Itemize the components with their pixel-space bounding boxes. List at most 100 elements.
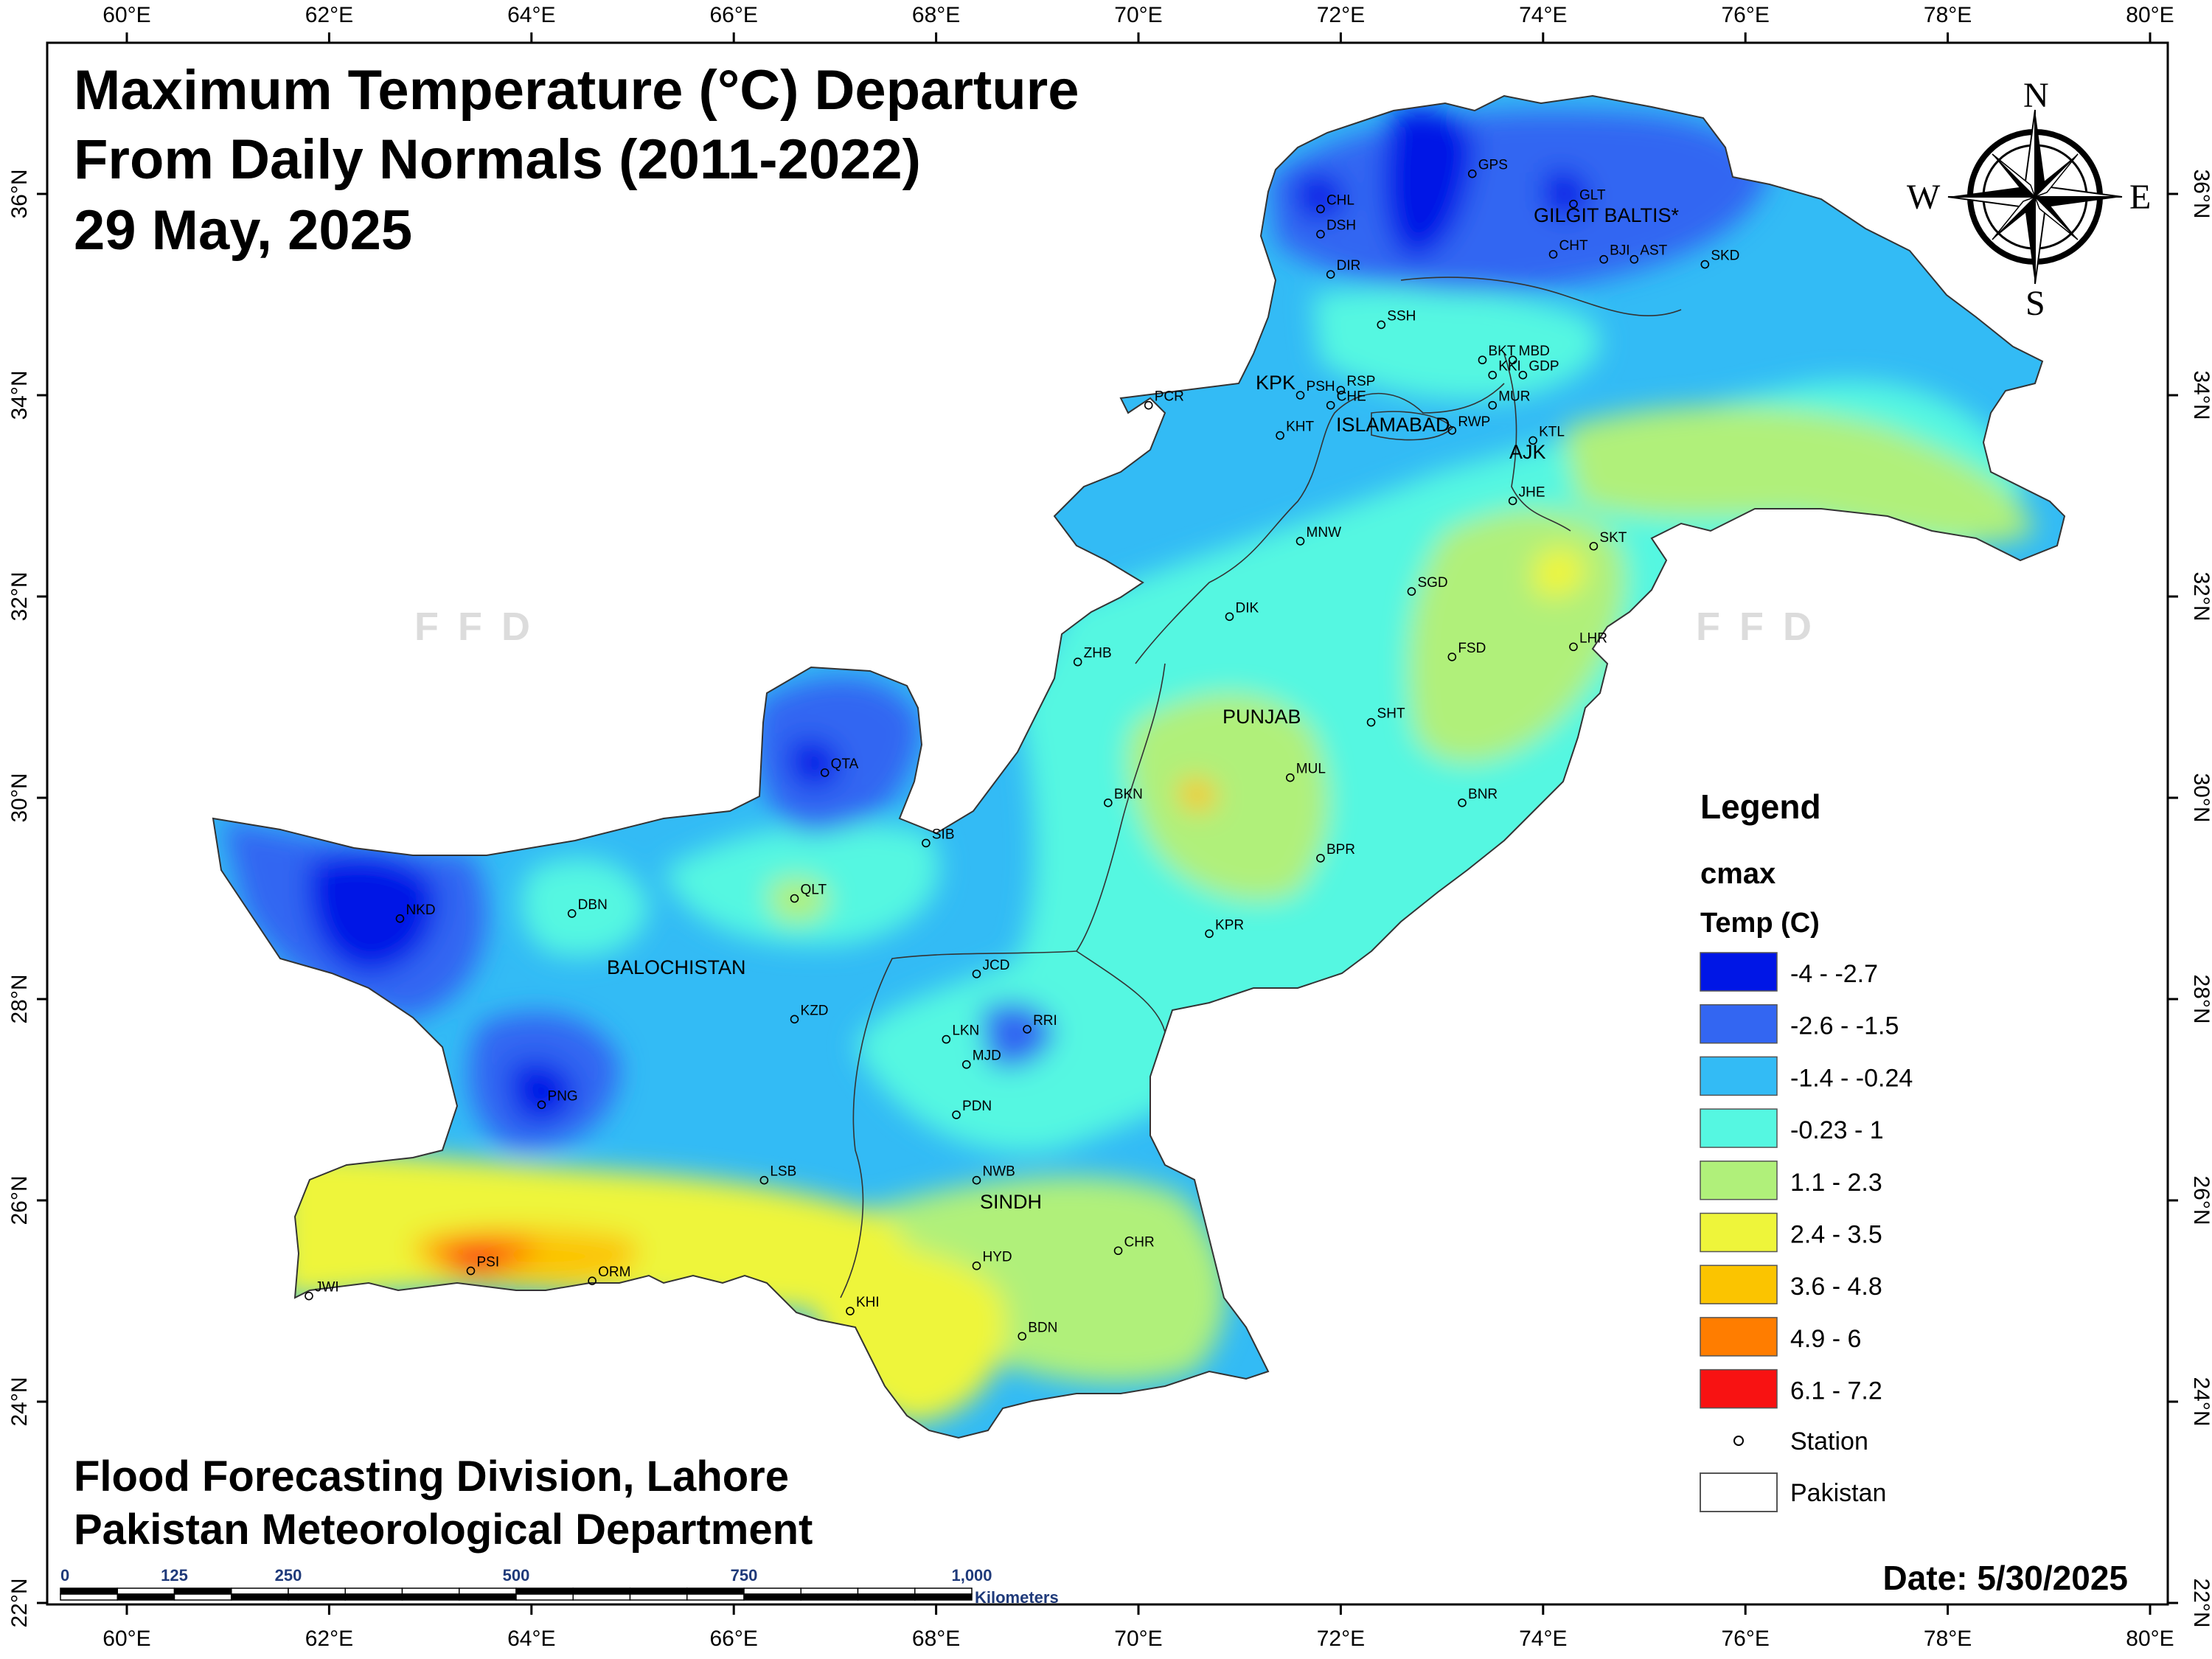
scale-segment-bottom (459, 1593, 517, 1601)
region-label-sindh: SINDH (980, 1191, 1042, 1213)
station-label-hyd: HYD (982, 1250, 1012, 1265)
station-label-mjd: MJD (973, 1048, 1001, 1064)
station-label-mnw: MNW (1307, 525, 1342, 540)
zone-yellow-skt (1534, 547, 1585, 598)
zone-cyan-dbn (521, 858, 649, 957)
region-label-gb: GILGIT BALTIS* (1534, 204, 1680, 226)
legend-label-6: 3.6 - 4.8 (1790, 1273, 1882, 1301)
watermark-left: FFD (414, 605, 549, 649)
station-label-bdn: BDN (1028, 1320, 1057, 1335)
legend-swatch-5 (1700, 1212, 1778, 1253)
region-label-punjab: PUNJAB (1222, 706, 1301, 728)
region-label-islamabad: ISLAMABAD (1336, 414, 1450, 436)
lon-label-bottom: 78°E (1924, 1627, 1972, 1651)
scale-segment-top (629, 1587, 688, 1595)
station-marker-kzd (790, 1015, 799, 1024)
lon-label-top: 70°E (1114, 3, 1162, 27)
scale-segment-top (572, 1587, 631, 1595)
lon-label-bottom: 66°E (710, 1627, 758, 1651)
lat-label-right: 32°N (2189, 571, 2212, 621)
legend-field: Temp (C) (1700, 908, 1820, 939)
zone-green-punjab (1127, 693, 1329, 901)
station-label-kht: KHT (1286, 420, 1314, 435)
lon-label-bottom: 72°E (1317, 1627, 1365, 1651)
station-label-ktl: KTL (1539, 424, 1565, 439)
station-label-sht: SHT (1377, 706, 1405, 722)
lat-label-left: 22°N (7, 1578, 32, 1627)
station-label-gps: GPS (1478, 158, 1508, 173)
compass-w: W (1907, 178, 1941, 217)
scale-segment-top (459, 1587, 517, 1595)
station-label-pcr: PCR (1155, 389, 1184, 405)
title-line-3: 29 May, 2025 (74, 199, 412, 262)
lon-label-bottom: 76°E (1722, 1627, 1770, 1651)
station-marker-lhr (1569, 642, 1578, 652)
scale-label: 750 (731, 1566, 758, 1585)
zone-darkblue-chl (1298, 174, 1346, 219)
station-marker-zhb (1073, 657, 1082, 667)
station-label-mul: MUL (1296, 762, 1326, 777)
lat-label-left: 30°N (7, 773, 32, 822)
legend-label-4: 1.1 - 2.3 (1790, 1169, 1882, 1197)
station-marker-skd (1700, 260, 1710, 269)
latitude-ticks-left: 36°N 34°N 32°N 30°N 28°N 26°N 24°N 22°N (7, 169, 47, 1628)
zone-blue-rri (981, 1003, 1054, 1068)
title-line-2: From Daily Normals (2011-2022) (74, 128, 921, 191)
station-label-qta: QTA (831, 757, 859, 772)
station-marker-nkd (395, 914, 405, 923)
station-marker-orm (588, 1276, 597, 1285)
scale-segment-top (288, 1587, 346, 1595)
boundary-kpk-punjab (1135, 383, 1505, 664)
lon-label-top: 64°E (507, 3, 555, 27)
credits: Flood Forecasting Division, Lahore Pakis… (74, 1453, 813, 1554)
station-label-jwi: JWI (315, 1280, 339, 1295)
lat-label-right: 34°N (2189, 370, 2212, 420)
compass-rose: N S E W (1907, 76, 2151, 323)
legend-title: Legend (1700, 787, 1821, 826)
station-marker-dik (1225, 612, 1234, 622)
legend-swatch-1 (1700, 1004, 1778, 1044)
station-label-sib: SIB (932, 827, 955, 842)
legend-swatch-6 (1700, 1265, 1778, 1304)
scale-segment-top (800, 1587, 859, 1595)
compass-s: S (2025, 284, 2045, 323)
lat-label-right: 30°N (2189, 773, 2212, 822)
zone-darkblue-north1 (1383, 108, 1475, 258)
station-label-rwp: RWP (1458, 414, 1490, 430)
station-label-mur: MUR (1498, 389, 1530, 405)
credit-line-2: Pakistan Meteorological Department (74, 1506, 813, 1554)
station-label-orm: ORM (598, 1265, 630, 1280)
lon-label-top: 78°E (1924, 3, 1972, 27)
zone-darkblue-nkd (308, 855, 437, 973)
station-marker-jhe (1508, 496, 1517, 506)
station-label-jcd: JCD (982, 958, 1009, 973)
boundary-balochistan-sindh (840, 950, 1077, 1298)
compass-n: N (2023, 76, 2049, 115)
station-marker-ktl (1528, 436, 1537, 445)
station-marker-bji (1599, 254, 1608, 264)
scale-segment-top (173, 1587, 232, 1595)
scale-label: 0 (60, 1566, 69, 1585)
station-marker-cht (1548, 250, 1558, 259)
boundary-ajk (1503, 353, 1571, 532)
legend-swatch-3 (1700, 1108, 1778, 1148)
station-marker-rwp (1447, 425, 1457, 435)
station-marker-pdn (952, 1110, 961, 1119)
station-marker-nwb (972, 1175, 981, 1185)
zone-darkblue-png (509, 1062, 575, 1121)
boundary-sindh-punjab (1076, 950, 1166, 1033)
station-label-gdp: GDP (1528, 359, 1559, 375)
boundary-gb-kpk (1400, 276, 1682, 317)
boundary-islamabad (1371, 411, 1454, 441)
station-marker-hyd (972, 1261, 981, 1270)
region-labels: GILGIT BALTIS* KPK ISLAMABAD AJK PUNJAB … (607, 204, 1680, 1213)
scale-label: 500 (503, 1566, 530, 1585)
station-label-rri: RRI (1033, 1013, 1057, 1029)
lat-label-right: 22°N (2189, 1578, 2212, 1627)
date-label: Date: 5/30/2025 (1883, 1559, 2128, 1597)
title-line-1: Maximum Temperature (°C) Departure (74, 59, 1079, 122)
lon-label-top: 68°E (912, 3, 960, 27)
station-label-ast: AST (1640, 243, 1667, 259)
legend-label-5: 2.4 - 3.5 (1790, 1221, 1882, 1249)
